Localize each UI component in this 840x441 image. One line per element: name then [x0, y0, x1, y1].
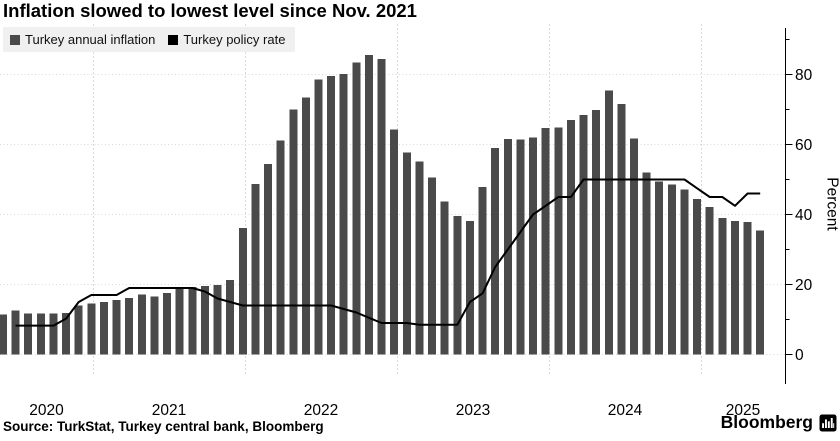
x-year-label: 2025 [726, 402, 760, 419]
inflation-bar [642, 172, 651, 355]
x-year-label: 2020 [29, 402, 64, 419]
y-axis-title: Percent [824, 177, 840, 231]
y-tick-label: 40 [795, 207, 813, 224]
x-year-label: 2021 [152, 402, 186, 419]
source-note: Source: TurkStat, Turkey central bank, B… [3, 419, 324, 434]
inflation-bar [24, 313, 33, 355]
y-tick-label: 80 [795, 67, 813, 84]
inflation-bar [36, 313, 45, 355]
inflation-bar [718, 217, 727, 355]
legend-item-inflation: Turkey annual inflation [10, 32, 155, 47]
y-tick-label: 60 [795, 137, 813, 154]
legend-label-policy-rate: Turkey policy rate [183, 32, 286, 47]
inflation-bar [402, 152, 411, 355]
inflation-bar [175, 288, 184, 355]
legend-swatch-inflation-icon [10, 34, 20, 45]
inflation-bar [617, 103, 626, 355]
inflation-bar [579, 114, 588, 355]
inflation-bar [743, 221, 752, 355]
legend-label-inflation: Turkey annual inflation [25, 32, 156, 47]
inflation-bar [11, 310, 20, 355]
inflation-bar [693, 199, 702, 355]
inflation-bar [0, 314, 7, 355]
inflation-bar [327, 75, 336, 355]
inflation-bar [604, 90, 613, 355]
inflation-bar [453, 215, 462, 355]
chart-title: Inflation slowed to lowest level since N… [3, 0, 417, 21]
x-year-label: 2024 [608, 402, 643, 419]
inflation-bar [529, 137, 538, 355]
inflation-bar [150, 296, 159, 355]
inflation-bar [667, 184, 676, 355]
inflation-bar [301, 97, 310, 355]
inflation-bar [705, 207, 714, 355]
x-year-labels: 2020 2021 2022 2023 2024 2025 [29, 402, 760, 419]
bloomberg-terminal-icon [819, 414, 837, 431]
inflation-bar [87, 303, 96, 355]
y-tick-label: 0 [795, 347, 804, 364]
inflation-bar [49, 313, 58, 355]
inflation-bar [264, 163, 273, 355]
y-axis: 0 20 40 60 80 Percent [784, 28, 840, 384]
inflation-bar [440, 201, 449, 355]
inflation-bar [289, 109, 298, 355]
inflation-bar [503, 139, 512, 355]
inflation-bar [655, 181, 664, 355]
inflation-bar [592, 110, 601, 355]
chart-legend: Turkey annual inflation Turkey policy ra… [3, 27, 296, 52]
inflation-bar [680, 189, 689, 355]
policy-rate-line [15, 178, 761, 327]
inflation-bar [756, 230, 765, 355]
inflation-bar [491, 148, 500, 355]
inflation-bar [226, 279, 235, 355]
inflation-bar [74, 305, 83, 355]
inflation-bar [630, 138, 638, 355]
inflation-bar [478, 187, 487, 355]
inflation-bar [213, 284, 222, 355]
inflation-bar [377, 59, 386, 355]
inflation-bar [541, 127, 550, 355]
inflation-bar [390, 129, 399, 355]
inflation-bar [62, 312, 71, 355]
inflation-bar [465, 220, 474, 355]
inflation-bar [188, 287, 197, 355]
x-year-label: 2023 [456, 402, 490, 419]
x-year-label: 2022 [304, 402, 338, 419]
inflation-bar [364, 55, 373, 355]
inflation-bar [415, 161, 424, 355]
bars-turkey-annual-inflation [0, 55, 765, 355]
inflation-bar [566, 119, 575, 355]
inflation-bar [352, 62, 361, 355]
bloomberg-wordmark: Bloomberg [720, 412, 813, 432]
inflation-bar [339, 73, 348, 355]
inflation-bar [554, 127, 563, 355]
inflation-bar [137, 294, 146, 355]
inflation-bar [276, 140, 285, 355]
bloomberg-brand: Bloomberg [721, 412, 837, 433]
inflation-bar [112, 299, 121, 355]
inflation-bar [314, 79, 323, 355]
inflation-bar [516, 139, 525, 355]
legend-swatch-policy-rate-icon [168, 34, 179, 45]
inflation-bar [163, 293, 172, 355]
inflation-bar [428, 177, 437, 355]
inflation-bar [200, 285, 209, 355]
legend-item-policy-rate: Turkey policy rate [168, 32, 285, 47]
inflation-bar [238, 228, 247, 355]
inflation-bar [251, 184, 260, 355]
inflation-bar [99, 302, 108, 355]
y-tick-label: 20 [795, 277, 813, 294]
inflation-bar [730, 221, 739, 355]
inflation-bar [125, 297, 134, 355]
